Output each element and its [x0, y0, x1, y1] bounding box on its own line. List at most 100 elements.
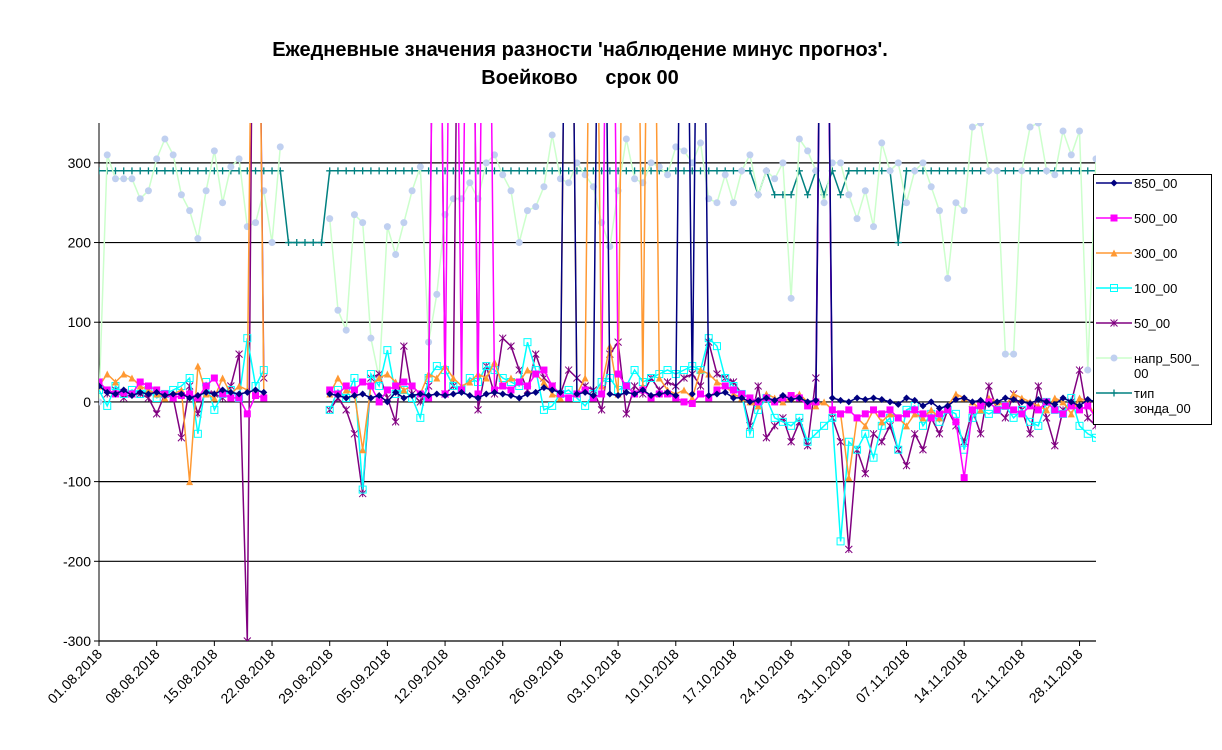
marker: [425, 392, 433, 400]
marker: [977, 396, 985, 404]
marker: [1110, 284, 1118, 292]
marker: [910, 429, 919, 438]
marker: [787, 392, 795, 400]
y-tick-label: 300: [68, 155, 92, 171]
marker: [870, 394, 878, 402]
marker: [589, 392, 597, 400]
marker: [787, 437, 795, 446]
marker: [812, 396, 820, 404]
marker: [1001, 402, 1009, 410]
marker: [606, 390, 614, 398]
marker: [350, 167, 358, 175]
marker: [400, 378, 408, 386]
marker: [268, 239, 276, 247]
marker: [350, 392, 358, 400]
marker: [870, 167, 878, 175]
marker: [886, 410, 894, 418]
marker: [894, 414, 902, 422]
marker: [325, 405, 334, 414]
marker: [400, 167, 408, 175]
marker: [919, 410, 927, 418]
marker: [804, 398, 812, 406]
marker: [944, 167, 952, 175]
marker: [144, 390, 152, 398]
marker: [869, 429, 878, 438]
marker: [1018, 410, 1026, 418]
marker: [326, 215, 334, 223]
marker: [400, 342, 408, 350]
legend-item: 850_00: [1094, 175, 1211, 210]
marker: [721, 171, 729, 179]
marker: [812, 402, 820, 410]
marker: [177, 386, 185, 394]
marker: [375, 374, 383, 382]
marker: [342, 394, 350, 402]
marker: [664, 171, 672, 179]
marker: [951, 409, 960, 418]
marker: [894, 445, 903, 454]
marker: [1076, 402, 1084, 410]
marker: [449, 390, 457, 398]
marker: [532, 370, 540, 378]
marker: [581, 388, 589, 396]
marker: [169, 151, 177, 159]
marker: [128, 167, 136, 175]
marker: [935, 404, 943, 412]
marker: [639, 386, 647, 394]
marker: [1076, 127, 1084, 135]
marker: [713, 199, 721, 207]
marker: [1110, 214, 1118, 222]
marker: [935, 429, 944, 438]
marker: [870, 223, 878, 231]
marker: [326, 386, 334, 394]
marker: [466, 378, 474, 386]
marker: [1018, 167, 1026, 175]
marker: [350, 429, 359, 438]
marker: [548, 401, 557, 410]
marker: [523, 390, 531, 398]
marker: [408, 167, 416, 175]
marker: [853, 394, 861, 402]
marker: [1092, 433, 1096, 442]
marker: [441, 392, 449, 400]
marker: [845, 191, 853, 199]
marker: [647, 392, 655, 400]
marker: [507, 386, 515, 394]
marker: [770, 421, 779, 430]
marker: [985, 167, 993, 175]
marker: [408, 187, 416, 195]
y-tick-label: -200: [63, 553, 91, 569]
marker: [433, 167, 441, 175]
marker: [120, 386, 128, 394]
x-tick-label: 28.11.2018: [1026, 646, 1086, 706]
marker: [853, 167, 861, 175]
marker: [1026, 123, 1034, 131]
marker: [935, 410, 943, 418]
marker: [1084, 396, 1092, 404]
marker: [136, 378, 144, 386]
marker: [392, 167, 400, 175]
marker: [260, 394, 268, 402]
marker: [630, 382, 639, 390]
marker: [968, 398, 976, 406]
marker: [581, 401, 590, 410]
marker: [458, 388, 466, 396]
marker: [391, 417, 400, 426]
marker: [952, 418, 960, 426]
marker: [186, 207, 194, 215]
marker: [614, 392, 622, 400]
marker: [342, 406, 351, 414]
marker: [985, 400, 993, 408]
marker: [144, 167, 152, 175]
marker: [383, 346, 392, 355]
marker: [696, 366, 704, 374]
marker: [729, 394, 737, 402]
marker: [219, 199, 227, 207]
marker: [754, 402, 762, 410]
marker: [1110, 249, 1118, 257]
marker: [804, 147, 812, 155]
marker: [1110, 179, 1118, 187]
marker: [952, 396, 960, 404]
x-tick-label: 26.09.2018: [506, 646, 567, 707]
marker: [877, 437, 886, 446]
